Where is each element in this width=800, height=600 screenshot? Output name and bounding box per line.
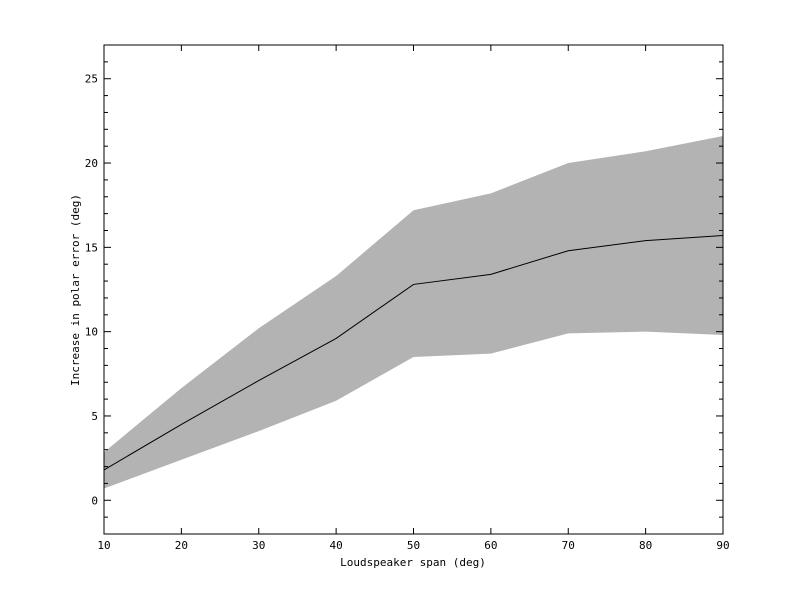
x-tick-label: 40 [330,539,343,552]
x-tick-label: 70 [562,539,575,552]
y-axis-label: Increase in polar error (deg) [69,194,82,386]
y-tick-label: 5 [91,410,98,423]
x-tick-label: 90 [716,539,729,552]
x-tick-label: 50 [407,539,420,552]
x-tick-label: 10 [97,539,110,552]
confidence-band [104,136,723,489]
series-line [103,235,724,471]
x-axis-label: Loudspeaker span (deg) [340,556,486,569]
y-tick-label: 10 [85,326,98,339]
x-tick-label: 80 [639,539,652,552]
x-tick-label: 30 [252,539,265,552]
y-tick-label: 25 [85,73,98,86]
x-tick-label: 60 [484,539,497,552]
y-tick-label: 0 [91,494,98,507]
y-tick-label: 15 [85,241,98,254]
x-tick-label: 20 [175,539,188,552]
y-tick-label: 20 [85,157,98,170]
